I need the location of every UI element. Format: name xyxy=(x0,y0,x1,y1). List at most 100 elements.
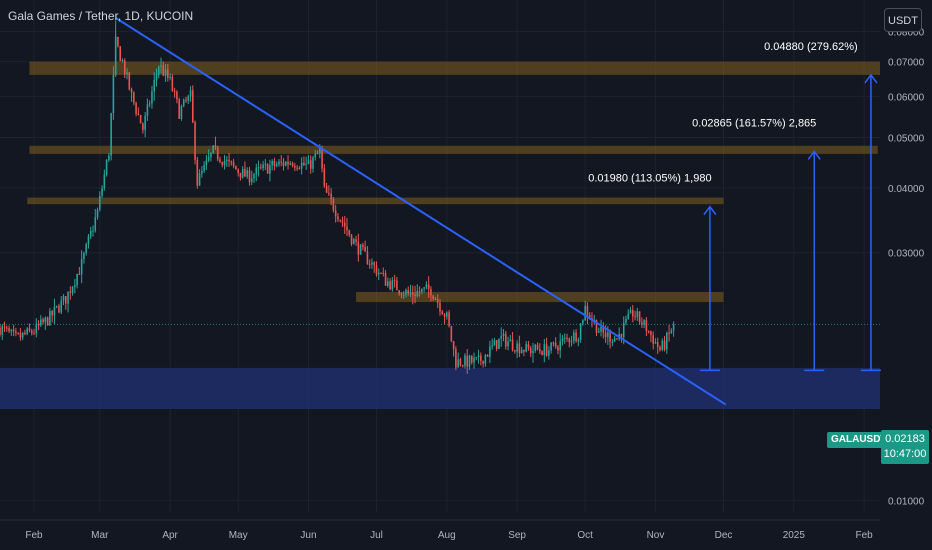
candle-body xyxy=(480,355,482,361)
candle-body xyxy=(663,340,666,350)
candle-body xyxy=(0,327,1,335)
y-tick-label: 0.07000 xyxy=(888,58,925,69)
candle-body xyxy=(430,289,432,296)
candle-body xyxy=(219,159,221,162)
candle-body xyxy=(273,160,276,166)
candle-body xyxy=(232,162,235,166)
candle-body xyxy=(69,291,72,293)
candle-body xyxy=(647,331,650,333)
candle-body xyxy=(169,76,171,78)
candle-body xyxy=(493,340,496,346)
candle-body xyxy=(237,169,239,173)
candle-body xyxy=(330,193,332,200)
candle-body xyxy=(654,342,657,344)
candle-body xyxy=(532,350,534,354)
candle-body xyxy=(212,145,214,153)
y-tick-label: 0.08000 xyxy=(888,28,925,39)
candle-body xyxy=(441,311,444,315)
candle-body xyxy=(502,333,505,336)
symbol-tag: GALAUSDT xyxy=(827,432,891,448)
candle-body xyxy=(223,161,226,165)
x-tick-label: Jun xyxy=(300,530,316,541)
candle-body xyxy=(557,346,559,351)
candle-body xyxy=(40,319,42,326)
candle-body xyxy=(321,148,323,169)
currency-button[interactable]: USDT xyxy=(884,8,922,32)
candle-body xyxy=(375,265,378,275)
target-arrowhead xyxy=(807,150,821,160)
candle-body xyxy=(201,170,203,174)
candle-body xyxy=(316,153,319,155)
candle-body xyxy=(19,333,22,338)
candle-body xyxy=(269,165,271,174)
candle-body xyxy=(307,160,310,164)
candlestick-series xyxy=(0,20,675,374)
candle-body xyxy=(396,280,398,291)
candle-body xyxy=(473,357,475,363)
candle-body xyxy=(1,326,4,335)
candle-body xyxy=(103,174,106,189)
candle-body xyxy=(255,167,258,175)
candle-body xyxy=(477,355,480,357)
candle-body xyxy=(271,160,273,166)
candle-body xyxy=(559,341,561,351)
candle-body xyxy=(500,335,503,339)
candle-body xyxy=(24,332,26,334)
candle-body xyxy=(119,46,121,62)
candle-body xyxy=(78,274,81,276)
candle-body xyxy=(87,236,90,245)
candle-body xyxy=(470,355,473,363)
candle-body xyxy=(384,273,387,286)
candle-body xyxy=(645,320,648,332)
candle-body xyxy=(153,80,156,92)
candle-body xyxy=(74,285,76,287)
candle-body xyxy=(62,295,65,301)
candle-body xyxy=(37,323,40,326)
candle-body xyxy=(670,330,673,333)
candle-body xyxy=(139,114,142,124)
candle-body xyxy=(33,333,35,335)
x-tick-label: Mar xyxy=(91,530,109,541)
x-tick-label: Apr xyxy=(162,530,178,541)
candle-body xyxy=(185,99,187,101)
candle-body xyxy=(584,305,586,321)
candle-body xyxy=(35,323,38,334)
candle-body xyxy=(67,291,69,304)
candle-body xyxy=(459,359,462,366)
last-price-tag: 0.02183 10:47:00 xyxy=(881,430,929,464)
price-axis[interactable]: 0.08000 0.07000 0.06000 0.05000 0.04000 0.030… xyxy=(888,28,925,508)
candle-body xyxy=(423,287,425,289)
candle-body xyxy=(253,174,255,179)
candle-body xyxy=(157,66,160,75)
candle-body xyxy=(189,90,192,97)
candle-body xyxy=(137,113,140,115)
candle-body xyxy=(85,244,87,254)
candle-body xyxy=(144,115,146,130)
candle-body xyxy=(582,320,584,324)
candle-body xyxy=(221,161,224,165)
x-tick-label: Oct xyxy=(577,530,593,541)
candle-body xyxy=(339,219,341,221)
drawing-tools[interactable]: 0.01980 (113.05%) 1,980 0.02865 (161.57%)… xyxy=(0,17,881,406)
target-label: 0.04880 (279.62%) xyxy=(764,41,858,53)
candle-body xyxy=(96,209,99,218)
candle-body xyxy=(205,160,208,165)
x-tick-label: Aug xyxy=(438,530,456,541)
candle-body xyxy=(650,331,652,336)
candle-body xyxy=(309,160,312,169)
candle-body xyxy=(160,65,162,67)
candle-body xyxy=(142,123,144,130)
candle-body xyxy=(627,313,630,320)
candle-body xyxy=(475,356,478,358)
candle-body xyxy=(464,355,466,366)
candle-body xyxy=(661,340,664,350)
time-axis[interactable]: Feb Mar Apr May Jun Jul Aug Sep Oct Nov Dec 2025 Feb xyxy=(25,530,873,541)
candle-body xyxy=(382,273,385,275)
candle-body xyxy=(298,168,301,170)
candle-body xyxy=(421,288,423,292)
candle-body xyxy=(262,164,264,168)
candle-body xyxy=(230,160,233,163)
candle-body xyxy=(411,292,414,295)
candle-body xyxy=(15,331,17,334)
